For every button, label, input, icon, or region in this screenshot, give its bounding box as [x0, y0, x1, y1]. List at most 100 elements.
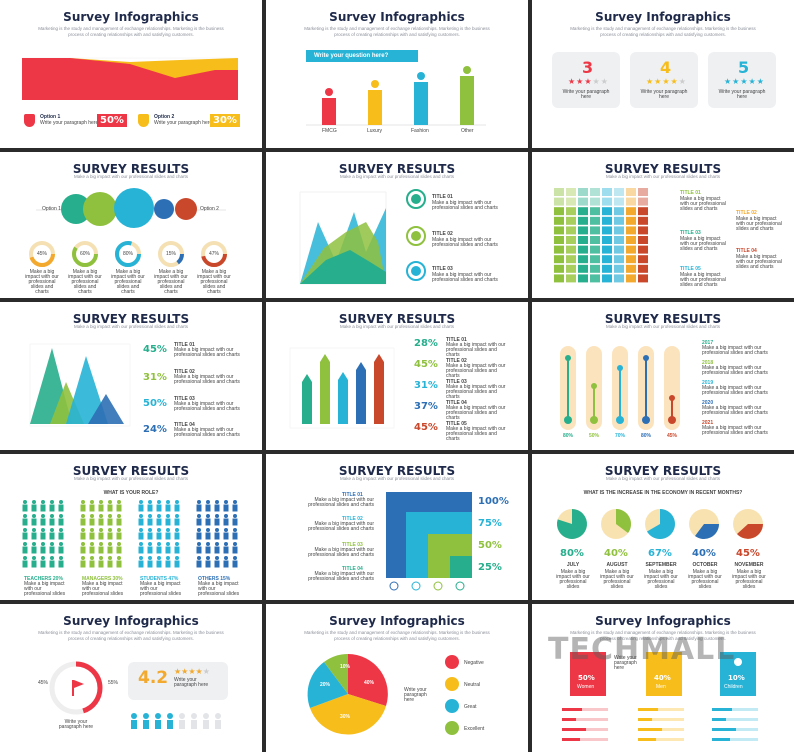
cat-label: Other	[461, 128, 474, 134]
month-pct: 40%	[692, 548, 716, 559]
person-icon	[196, 504, 202, 512]
item-title: TITLE 05	[680, 266, 701, 272]
person-icon	[50, 556, 54, 560]
slide-10[interactable]: SURVEY RESULTS Make a big impact with ou…	[0, 454, 262, 600]
item-desc: Make a big impact with our professional …	[446, 405, 506, 421]
person-icon	[99, 514, 103, 518]
item-desc: Make a big impact with our professional …	[680, 272, 726, 288]
person-icon	[148, 556, 152, 560]
matrix-cell	[566, 264, 576, 273]
item-desc: Make a big impact with our professional …	[432, 200, 498, 211]
slice-label: 30%	[340, 714, 351, 720]
person-icon	[156, 518, 162, 526]
person-icon	[50, 542, 54, 546]
slide-4[interactable]: SURVEY RESULTS Make a big impact with ou…	[0, 152, 262, 298]
item-desc: Make a big impact with our professional …	[432, 272, 498, 283]
person-icon	[165, 546, 171, 554]
person-icon	[81, 556, 85, 560]
slide-12[interactable]: SURVEY RESULTS Make a big impact with ou…	[532, 454, 794, 600]
matrix-cell	[614, 216, 624, 225]
slide-13[interactable]: Survey Infographics Marketing is the stu…	[0, 604, 262, 752]
card-pct: 40%	[654, 674, 671, 682]
month-pct: 80%	[560, 548, 584, 559]
matrix-cell	[638, 255, 648, 264]
matrix-cell	[578, 207, 588, 216]
group-desc: Make a big impact with our professional …	[82, 581, 124, 597]
slide-title: SURVEY RESULTS	[72, 464, 190, 478]
sad-face-icon	[445, 655, 459, 669]
slide-1[interactable]: Survey Infographics Marketing is the stu…	[0, 0, 262, 148]
person-icon	[90, 528, 94, 532]
slide-3[interactable]: Survey Infographics Marketing is the stu…	[532, 0, 794, 148]
stars: ★★★★★	[646, 77, 687, 86]
person-icon	[116, 560, 122, 568]
person-icon	[139, 514, 143, 518]
month-pct: 67%	[648, 548, 672, 559]
person-icon	[50, 500, 54, 504]
matrix-cell	[554, 207, 564, 216]
item-pct: 31%	[414, 380, 438, 391]
matrix-cell	[554, 197, 564, 206]
matrix-cell	[602, 188, 612, 196]
slide-8[interactable]: SURVEY RESULTS Make a big impact with ou…	[266, 302, 528, 450]
item-desc: Make a big impact with our professional …	[432, 237, 498, 248]
person-icon	[58, 560, 64, 568]
person-icon	[99, 542, 103, 546]
area-red-top	[22, 58, 238, 100]
matrix-cell	[614, 245, 624, 254]
matrix-cell	[626, 197, 636, 206]
slide-2[interactable]: Survey Infographics Marketing is the stu…	[266, 0, 528, 148]
group-label: STUDENTS 47%	[140, 576, 179, 582]
slide-6[interactable]: SURVEY RESULTS Make a big impact with ou…	[532, 152, 794, 298]
matrix-cell	[578, 236, 588, 244]
person-icon	[156, 560, 162, 568]
matrix-cell	[590, 226, 600, 235]
bar-other	[460, 76, 474, 125]
ring-desc: Write your paragraph here	[58, 719, 94, 730]
matrix-cell	[554, 255, 564, 264]
pie-desc: Write your paragraph here	[404, 687, 427, 703]
person-icon	[138, 504, 144, 512]
slide-title: SURVEY RESULTS	[338, 464, 456, 478]
person-icon	[174, 518, 180, 526]
person-icon	[147, 532, 153, 540]
person-icon	[49, 532, 55, 540]
slice-label: 10%	[340, 664, 351, 670]
matrix-cell	[566, 207, 576, 216]
slide-subtitle: Marketing is the study and management of…	[38, 26, 224, 37]
person-icon	[49, 504, 55, 512]
group-label: MANAGERS 30%	[82, 576, 123, 582]
ring-left-pct: 45%	[38, 680, 49, 686]
person-icon	[157, 514, 161, 518]
person-icon	[139, 542, 143, 546]
slide-5[interactable]: SURVEY RESULTS Make a big impact with ou…	[266, 152, 528, 298]
person-icon	[174, 504, 180, 512]
ring-chart	[49, 661, 228, 729]
person-icon	[175, 528, 179, 532]
bar-fashion	[414, 82, 428, 125]
person-icon	[107, 532, 113, 540]
matrix-cell	[566, 255, 576, 264]
item-title: 2018	[702, 360, 714, 366]
slide-9[interactable]: SURVEY RESULTS Make a big impact with ou…	[532, 302, 794, 450]
matrix-cell	[590, 188, 600, 196]
person-icon	[148, 500, 152, 504]
slice-green	[324, 654, 348, 694]
matrix-cell	[554, 264, 564, 273]
person-icon	[89, 560, 95, 568]
person-icon	[214, 560, 220, 568]
question-banner: Write your question here?	[306, 50, 418, 62]
slide-14[interactable]: Survey Infographics Marketing is the stu…	[266, 604, 528, 752]
person-icon	[233, 514, 237, 518]
slide-7[interactable]: SURVEY RESULTS Make a big impact with ou…	[0, 302, 262, 450]
person-icon	[214, 532, 220, 540]
flag-icon	[72, 680, 74, 696]
slide-15[interactable]: Survey Infographics Marketing is the stu…	[532, 604, 794, 752]
person-icon	[32, 500, 36, 504]
matrix-cell	[638, 236, 648, 244]
person-icon	[50, 528, 54, 532]
matrix-cell	[626, 216, 636, 225]
person-icon	[205, 532, 211, 540]
slide-11[interactable]: SURVEY RESULTS Make a big impact with ou…	[266, 454, 528, 600]
person-icon	[41, 528, 45, 532]
